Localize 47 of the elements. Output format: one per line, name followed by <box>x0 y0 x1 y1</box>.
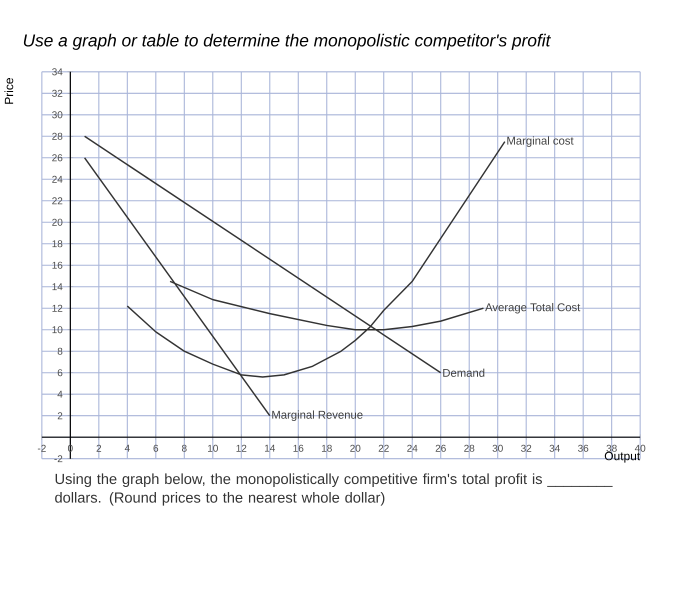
text: Using the graph below, the monopolistically competitive firm's total profit is ________ dollars. (Round prices to the nearest whole dollar) <box>55 473 613 506</box>
x-tick-label: 4 <box>124 444 130 452</box>
x-tick-label: 28 <box>464 444 474 452</box>
x-tick-label: 18 <box>322 444 332 452</box>
y-tick-label: 8 <box>58 348 62 355</box>
x-axis-title: Output <box>604 452 640 462</box>
x-tick-label: 10 <box>208 444 218 452</box>
y-tick-label: 26 <box>52 154 62 162</box>
series-label: Demand <box>443 368 484 377</box>
chart-title: Use a graph or table to determine the monopolistic competitor's profit <box>24 34 551 50</box>
series-label: Marginal cost <box>507 136 574 147</box>
x-tick-label: 40 <box>634 444 646 452</box>
y-tick-label: 2 <box>58 412 62 420</box>
y-tick-label: 34 <box>52 68 63 76</box>
y-tick-label: 22 <box>52 197 62 204</box>
series-label: Marginal Revenue <box>272 410 363 421</box>
x-tick-label: 14 <box>264 444 276 452</box>
x-tick-label: 38 <box>606 444 617 452</box>
y-tick-label: 4 <box>57 390 63 398</box>
y-tick-label: -2 <box>54 455 62 462</box>
y-tick-label: 12 <box>52 304 62 312</box>
y-tick-label: 14 <box>52 283 63 290</box>
y-tick-label: 28 <box>52 132 62 140</box>
x-tick-label: 6 <box>154 444 158 452</box>
x-tick-label: 20 <box>350 444 360 452</box>
y-tick-label: 6 <box>58 369 62 376</box>
x-tick-label: 2 <box>96 444 102 452</box>
series-label: Average Total Cost <box>485 302 580 314</box>
y-tick-label: 32 <box>52 90 62 97</box>
x-tick-label: 30 <box>492 444 503 452</box>
y-tick-label: 18 <box>52 240 62 248</box>
y-tick-label: 16 <box>52 262 62 269</box>
x-tick-label: 16 <box>293 444 304 452</box>
y-tick-label: 20 <box>52 218 62 226</box>
x-tick-label: 36 <box>578 444 588 452</box>
y-tick-label: 24 <box>52 176 63 183</box>
x-tick-label: -2 <box>38 444 46 452</box>
x-tick-label: 12 <box>236 444 246 452</box>
x-tick-label: 34 <box>550 444 560 452</box>
x-tick-label: 24 <box>407 444 418 452</box>
x-tick-label: 8 <box>182 444 187 452</box>
x-tick-label: 26 <box>436 444 446 452</box>
y-axis-title: Price <box>4 78 14 104</box>
x-tick-label: 32 <box>521 444 532 452</box>
y-tick-label: 30 <box>52 111 62 118</box>
y-tick-label: 10 <box>52 326 62 334</box>
x-tick-label: 22 <box>378 444 389 452</box>
